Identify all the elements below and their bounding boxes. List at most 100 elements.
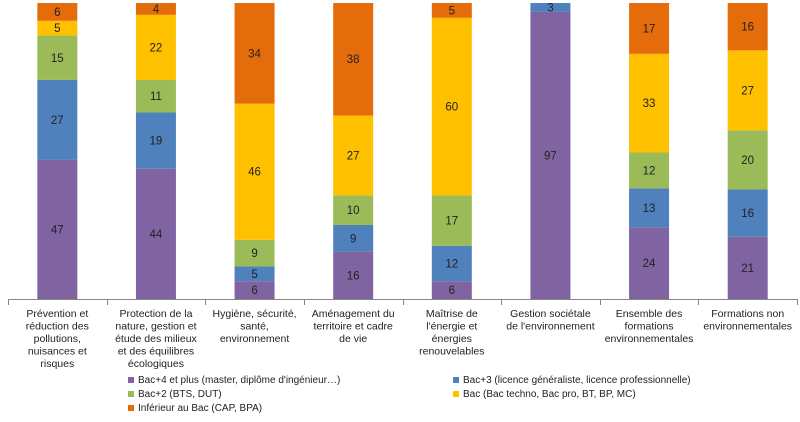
data-label: 27: [347, 150, 360, 162]
data-label: 9: [251, 248, 257, 260]
bar-segment: [37, 20, 78, 36]
category-label-line: formations: [625, 321, 674, 333]
bar-segment: [333, 195, 374, 225]
bar-segment: [234, 239, 275, 267]
data-label: 27: [51, 115, 64, 127]
bar-segment: [727, 189, 768, 237]
bar-segment: [727, 3, 768, 51]
category-label-line: renouvelables: [419, 346, 484, 358]
legend-item: Bac (Bac techno, Bac pro, BT, BP, MC): [453, 389, 636, 400]
data-label: 3: [547, 2, 553, 14]
data-label: 44: [150, 229, 163, 241]
x-axis: [8, 299, 798, 305]
bar-segment: [234, 266, 275, 282]
bar-segment: [135, 3, 176, 15]
category-label-line: santé,: [240, 321, 269, 333]
data-label: 38: [347, 54, 360, 66]
bar-segment: [431, 3, 472, 18]
bar-segment: [629, 188, 670, 228]
bar-segment: [727, 236, 768, 299]
data-label: 20: [741, 155, 754, 167]
category-label-line: de l'environnement: [506, 321, 594, 333]
data-label: 13: [643, 203, 656, 215]
legend-swatch: [453, 391, 459, 397]
data-label: 10: [347, 205, 360, 217]
category-label-line: territoire et cadre: [314, 321, 394, 333]
category-label: Gestion sociétale de l'environnement: [506, 308, 594, 333]
category-label: Ensemble des formations environnementales: [605, 308, 694, 345]
data-label: 5: [54, 23, 60, 35]
data-label: 11: [150, 91, 162, 103]
legend-label: Bac+4 et plus (master, diplôme d'ingénie…: [138, 375, 340, 386]
data-label: 5: [251, 269, 257, 281]
legend-swatch: [128, 405, 134, 411]
category-label-line: Protection de la: [119, 308, 192, 320]
data-label: 17: [445, 216, 458, 228]
data-label: 97: [544, 150, 557, 162]
bar-segment: [431, 281, 472, 299]
data-label: 9: [350, 233, 356, 245]
category-label-line: écologiques: [128, 358, 184, 370]
legend-swatch: [128, 377, 134, 383]
legend-swatch: [453, 377, 459, 383]
bar-segment: [629, 53, 670, 153]
legend-label: Inférieur au Bac (CAP, BPA): [138, 403, 262, 414]
category-label-line: Gestion sociétale: [510, 308, 591, 320]
category-label: Formations non environnementales: [703, 308, 792, 333]
legend-item: Inférieur au Bac (CAP, BPA): [128, 403, 262, 414]
category-label: Protection de la nature, gestion et étude …: [115, 308, 197, 370]
data-label: 4: [153, 4, 160, 16]
category-label-line: Hygiène, sécurité,: [213, 308, 297, 320]
category-label-line: nuisances et: [28, 346, 87, 358]
bar-segment: [234, 103, 275, 240]
data-label: 6: [251, 285, 257, 297]
data-label: 21: [741, 263, 754, 275]
data-label: 27: [741, 85, 754, 97]
bar-segment: [727, 50, 768, 131]
bar-segment: [333, 115, 374, 196]
legend: Bac+4 et plus (master, diplôme d'ingénie…: [128, 375, 691, 414]
category-label-line: de vie: [339, 333, 367, 345]
bar-segment: [431, 17, 472, 196]
legend-label: Bac (Bac techno, Bac pro, BT, BP, MC): [463, 389, 636, 400]
bar-segment: [629, 3, 670, 54]
category-label-line: énergies: [432, 333, 472, 345]
category-label-line: environnementales: [605, 333, 694, 345]
data-label: 17: [643, 23, 656, 35]
bar-segment: [37, 159, 78, 299]
category-label-line: risques: [40, 358, 74, 370]
bar-segment: [135, 168, 176, 299]
category-label-line: et des équilibres: [118, 346, 194, 358]
bar-segment: [37, 35, 78, 80]
bar-segment: [135, 14, 176, 80]
data-label: 16: [741, 22, 754, 34]
data-label: 12: [445, 258, 458, 270]
bar-segment: [135, 79, 176, 113]
data-label: 19: [150, 136, 163, 148]
data-label: 22: [150, 42, 163, 54]
legend-item: Bac+3 (licence généraliste, licence prof…: [453, 375, 691, 386]
bar-segment: [333, 225, 374, 252]
category-label: Aménagement du territoire et cadre de vie: [312, 308, 395, 345]
data-label: 16: [741, 208, 754, 220]
category-label-line: Prévention et: [26, 308, 88, 320]
data-label: 16: [347, 270, 360, 282]
bar-segment: [37, 79, 78, 160]
category-label-line: l'énergie et: [426, 321, 477, 333]
bar-segment: [530, 3, 571, 12]
legend-swatch: [128, 391, 134, 397]
bar-segment: [37, 3, 78, 21]
category-label-line: environnement: [220, 333, 290, 345]
data-label: 15: [51, 53, 64, 65]
category-label-line: Formations non: [711, 308, 784, 320]
category-label-line: Maîtrise de: [426, 308, 478, 320]
data-label: 46: [248, 167, 261, 179]
bar-segment: [629, 152, 670, 189]
category-label-line: nature, gestion et: [115, 321, 196, 333]
bar-segment: [333, 251, 374, 299]
bar-segment: [629, 227, 670, 299]
data-label: 33: [643, 98, 656, 110]
category-labels: Prévention et réduction des pollutions, nui…: [26, 308, 792, 370]
